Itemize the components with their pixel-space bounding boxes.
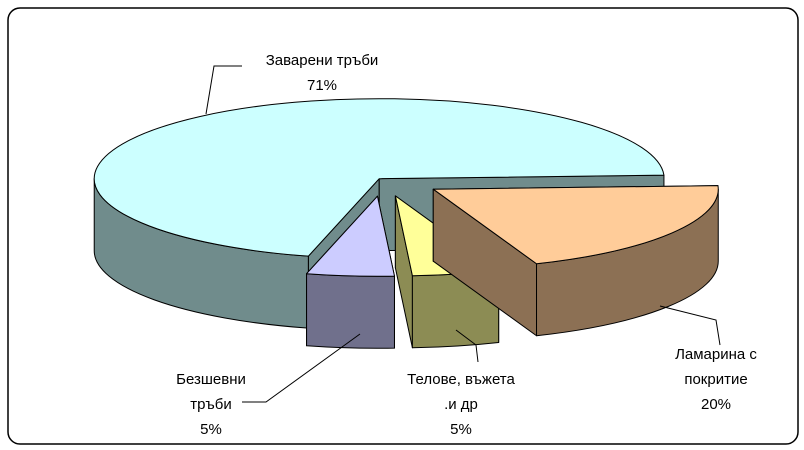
pie — [93, 98, 719, 349]
label-name: Заварени тръби — [265, 52, 379, 69]
leaders — [205, 65, 721, 403]
label-name: Телове, въжета .и др — [407, 371, 515, 413]
data-label: Телове, въжета .и др 5% — [405, 367, 517, 442]
slice-top — [432, 185, 719, 265]
label-value: 20% — [700, 396, 732, 413]
slice-wall — [306, 273, 395, 349]
data-label: Ламарина с покритие 20% — [660, 342, 772, 417]
label-value: 5% — [200, 421, 222, 438]
slice-top — [93, 98, 665, 257]
data-label: Заварени тръби 71% — [232, 48, 412, 98]
leader-line — [242, 333, 361, 403]
leader-line — [455, 329, 479, 363]
data-label: Безшевни тръби 5% — [165, 367, 257, 442]
label-name: Безшевни тръби — [176, 371, 246, 413]
label-name: Ламарина с покритие — [675, 346, 757, 388]
label-value: 5% — [450, 421, 472, 438]
leader-line — [659, 305, 721, 346]
slice-top — [306, 195, 395, 277]
leader-line — [205, 65, 242, 115]
label-value: 71% — [306, 77, 338, 94]
